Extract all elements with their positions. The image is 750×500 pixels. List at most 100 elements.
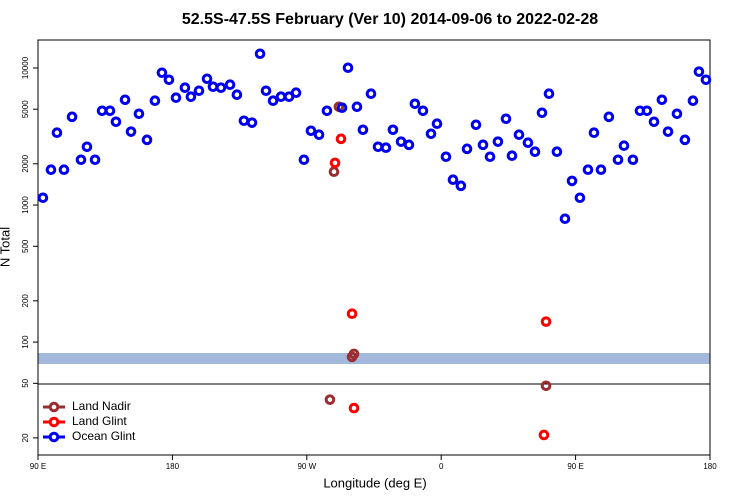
data-point	[372, 141, 384, 153]
data-point	[582, 164, 594, 176]
data-point	[403, 139, 415, 151]
data-point	[207, 81, 219, 93]
data-point	[540, 316, 552, 327]
data-point	[75, 154, 87, 166]
y-tick-label: 2000	[21, 154, 30, 172]
data-point	[179, 82, 191, 93]
data-point	[185, 91, 197, 103]
x-axis-label: Longitude (deg E)	[323, 475, 426, 490]
data-point	[648, 116, 660, 128]
data-point	[66, 111, 78, 123]
data-point	[455, 180, 467, 192]
data-point	[574, 192, 586, 204]
data-point	[163, 74, 175, 86]
data-point	[656, 94, 668, 106]
y-tick-label: 200	[21, 294, 30, 308]
data-point	[425, 128, 437, 140]
data-point	[513, 129, 525, 140]
data-point	[484, 151, 496, 163]
data-point	[58, 164, 70, 176]
data-point	[662, 126, 674, 137]
data-point	[357, 124, 369, 136]
data-point	[679, 134, 691, 146]
data-point	[238, 115, 250, 127]
data-point	[470, 119, 482, 131]
data-point	[543, 88, 555, 100]
data-point	[313, 129, 325, 140]
y-tick-label: 20	[21, 433, 30, 442]
data-point	[536, 107, 548, 119]
data-point	[693, 66, 705, 77]
chart-title: 52.5S-47.5S February (Ver 10) 2014-09-06…	[182, 11, 598, 28]
x-tick-label: 0	[439, 462, 444, 471]
data-point	[231, 89, 243, 101]
data-point	[559, 213, 571, 225]
data-point	[133, 108, 145, 120]
data-point	[566, 175, 578, 187]
legend-label: Land Glint	[72, 414, 127, 428]
legend-marker	[48, 401, 60, 413]
data-point	[156, 67, 168, 79]
data-point	[551, 146, 563, 157]
data-point	[351, 101, 363, 113]
data-point	[324, 394, 336, 405]
y-tick-label: 100	[21, 335, 30, 349]
y-tick-label: 10000	[21, 56, 30, 79]
data-point	[89, 154, 101, 166]
data-point	[540, 380, 552, 392]
data-point	[193, 85, 205, 97]
data-point	[224, 79, 236, 91]
data-point	[260, 85, 272, 97]
data-point	[348, 348, 360, 360]
data-point	[215, 82, 227, 93]
data-point	[380, 142, 392, 153]
data-point	[538, 429, 550, 441]
data-point	[321, 105, 333, 117]
data-point	[81, 141, 93, 153]
data-point	[500, 113, 512, 125]
data-point	[290, 87, 302, 99]
data-point	[618, 140, 630, 151]
data-point	[671, 108, 683, 120]
data-point	[328, 166, 340, 178]
y-axis-label: N Total	[0, 227, 12, 267]
y-tick-label: 1000	[21, 196, 30, 214]
data-point	[687, 95, 699, 107]
data-point	[51, 127, 63, 139]
data-point	[506, 150, 518, 162]
data-point	[170, 92, 182, 103]
data-point	[246, 117, 258, 128]
data-point	[45, 164, 57, 176]
data-point	[149, 95, 161, 107]
data-point	[417, 105, 429, 117]
data-point	[612, 154, 624, 166]
data-point	[700, 74, 712, 86]
data-point	[627, 154, 639, 166]
data-point	[275, 91, 287, 103]
y-tick-label: 5000	[21, 100, 30, 118]
data-point	[595, 164, 607, 176]
data-point	[447, 174, 459, 186]
data-point	[588, 127, 600, 139]
data-point	[125, 126, 137, 137]
data-point	[440, 151, 452, 163]
x-tick-label: 180	[703, 462, 717, 471]
data-point	[305, 125, 317, 137]
x-tick-label: 90 W	[297, 462, 316, 471]
data-point	[477, 139, 489, 151]
data-point	[329, 157, 341, 169]
data-point	[267, 95, 279, 107]
legend-label: Land Nadir	[72, 399, 131, 413]
plot-frame	[37, 39, 711, 456]
data-point	[254, 48, 266, 60]
data-point	[346, 308, 358, 320]
data-point	[336, 102, 348, 114]
y-tick-label: 500	[21, 239, 30, 253]
data-point	[348, 402, 360, 414]
data-point	[529, 146, 541, 157]
data-point	[335, 133, 347, 145]
reference-band	[38, 353, 710, 364]
data-point	[298, 154, 310, 166]
data-point	[365, 88, 377, 100]
